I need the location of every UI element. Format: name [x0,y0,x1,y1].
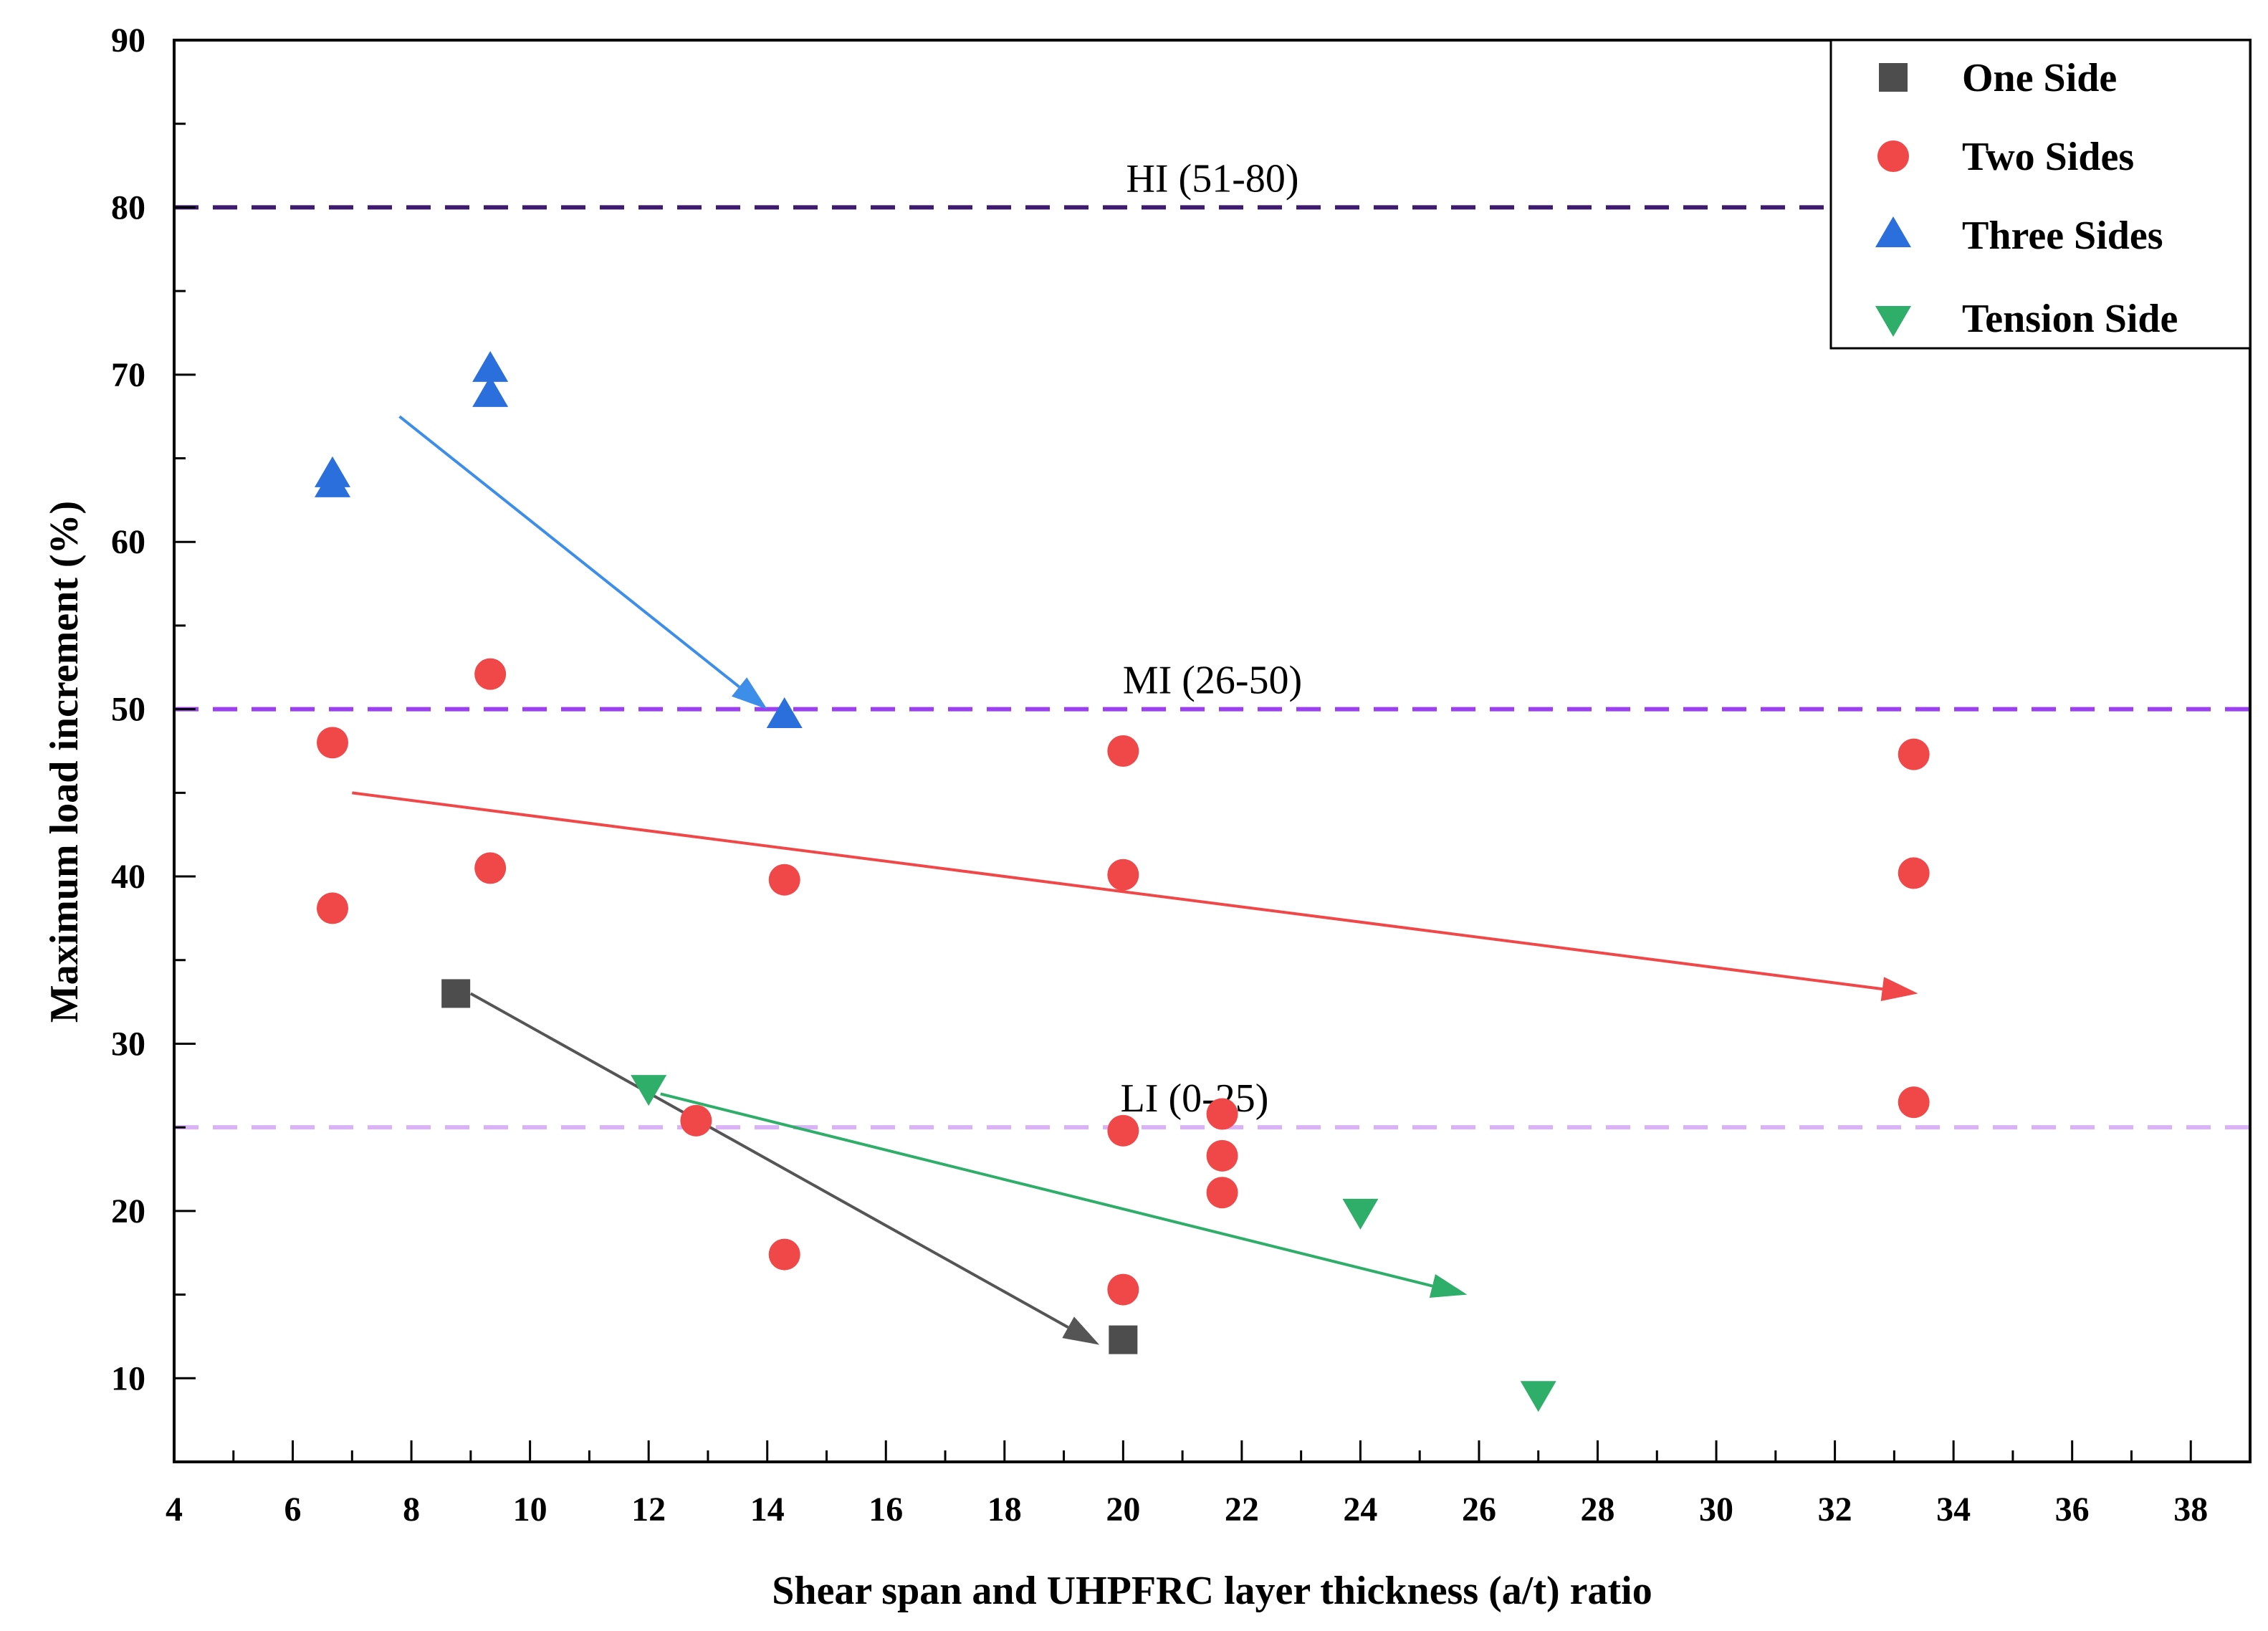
two-sides-point [1107,858,1139,891]
two-sides-point [1206,1098,1238,1130]
trend-arrow [660,1092,1468,1298]
x-tick-label: 28 [1581,1491,1615,1529]
legend-label-two-sides: Two Sides [1962,135,2134,179]
trend-arrow-head [732,677,767,709]
x-tick-label: 26 [1462,1491,1496,1529]
tension-side-point [631,1075,667,1106]
reference-lines: HI (51-80) MI (26-50) LI (0-25) [174,156,2250,1130]
legend-marker-two-sides [1877,140,1909,172]
x-tick-label: 18 [987,1491,1022,1529]
trend-arrow-shaft [352,791,1883,991]
x-axis-title: Shear span and UHPFRC layer thickness (a… [772,1569,1652,1613]
two-sides-point [1206,1177,1238,1209]
three-sides-point [766,697,803,728]
y-tick-label: 70 [111,356,145,394]
legend-label-tension-side: Tension Side [1962,297,2178,341]
legend-label-one-side: One Side [1962,56,2117,100]
trend-arrow-head [1062,1316,1100,1345]
y-tick-label: 90 [111,21,145,59]
trend-arrow-head [1880,977,1918,1001]
x-tick-label: 12 [631,1491,666,1529]
trend-arrow-shaft [398,415,740,689]
two-sides-point [316,727,348,759]
trend-arrow [398,415,767,709]
x-tick-label: 30 [1699,1491,1733,1529]
trend-arrow [469,992,1100,1345]
trend-arrow-shaft [469,992,1069,1329]
x-tick-label: 20 [1106,1491,1140,1529]
trend-arrow-shaft [660,1092,1433,1288]
one-side-point [441,979,471,1008]
y-tick-label: 80 [111,188,145,226]
y-tick-label: 40 [111,858,145,896]
y-tick-label: 10 [111,1359,145,1397]
three-sides-point [314,466,350,497]
x-tick-label: 32 [1818,1491,1852,1529]
two-sides-point [316,892,348,924]
x-axis: 4 6 8 10 12 14 16 18 20 22 24 26 28 30 32 34 36 38 [166,1440,2252,1529]
y-axis-title: Maximum load increment (%) [42,501,87,1023]
x-tick-label: 38 [2173,1491,2208,1529]
two-sides-point [680,1104,712,1137]
two-sides-point [768,1238,800,1271]
trend-arrows [352,415,1918,1345]
plot-frame [173,39,2252,1463]
y-axis: 10 20 30 40 50 60 70 80 90 [111,21,196,1397]
y-tick-label: 30 [111,1025,145,1063]
two-sides-point [474,658,507,690]
x-tick-label: 8 [403,1491,420,1529]
x-tick-label: 16 [869,1491,903,1529]
trend-arrow [352,791,1918,1001]
two-sides-point [1107,1114,1139,1147]
two-sides-point [1898,857,1930,889]
y-tick-label: 50 [111,691,145,729]
tension-side-point [1342,1198,1379,1230]
y-tick-label: 60 [111,523,145,561]
x-tick-label: 22 [1225,1491,1259,1529]
reference-line-label: HI (51-80) [1126,156,1298,201]
tension-side-point [1520,1381,1556,1412]
two-sides-point [1107,735,1139,767]
two-sides-point [1898,1086,1930,1119]
x-tick-label: 4 [166,1491,183,1529]
legend-label-three-sides: Three Sides [1962,214,2163,258]
x-tick-label: 34 [1936,1491,1971,1529]
x-tick-label: 14 [750,1491,785,1529]
legend: One Side Two Sides Three Sides Tension Side [1829,39,2252,350]
three-sides-point [472,350,509,382]
data-points [314,350,1930,1412]
reference-line-label: MI (26-50) [1123,659,1302,703]
one-side-point [1109,1325,1138,1354]
x-tick-label: 10 [513,1491,547,1529]
legend-marker-tension-side [1875,306,1911,337]
legend-marker-three-sides [1875,216,1911,247]
two-sides-point [768,864,800,896]
two-sides-point [1898,738,1930,770]
trend-arrow-head [1429,1274,1468,1298]
y-tick-label: 20 [111,1192,145,1230]
x-tick-label: 6 [284,1491,302,1529]
three-sides-point [472,376,509,407]
two-sides-point [1206,1139,1238,1172]
two-sides-point [1107,1273,1139,1306]
two-sides-point [474,852,507,884]
x-tick-label: 36 [2055,1491,2090,1529]
x-tick-label: 24 [1343,1491,1377,1529]
legend-marker-one-side [1879,63,1908,92]
reference-line-label: LI (0-25) [1121,1076,1269,1121]
